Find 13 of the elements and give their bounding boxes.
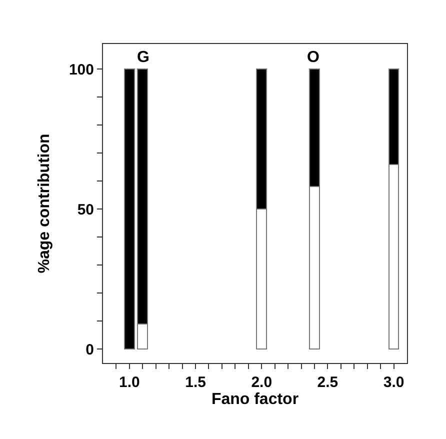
x-tick-label: 3.0 [383, 374, 404, 391]
x-tick-label: 2.0 [251, 374, 272, 391]
bar [124, 68, 135, 350]
annotation: O [307, 49, 320, 66]
y-tick-label: 0 [86, 341, 94, 358]
annotation: G [137, 49, 150, 66]
x-axis-title: Fano factor [211, 391, 299, 408]
y-axis-title: %age contribution [36, 134, 53, 274]
x-tick-label: 1.0 [119, 374, 140, 391]
y-tick-label: 50 [77, 201, 94, 218]
y-tick-label: 100 [68, 61, 94, 78]
x-tick-label: 1.5 [185, 374, 206, 391]
x-tick-label: 2.5 [317, 374, 338, 391]
